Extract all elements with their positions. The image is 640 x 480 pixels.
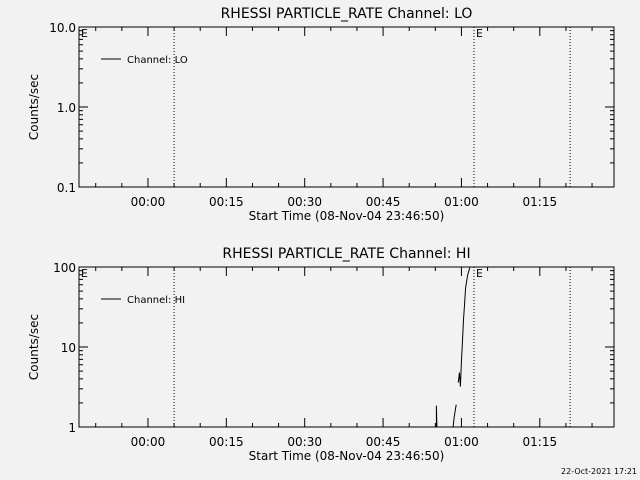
- chart-title-lo: RHESSI PARTICLE_RATE Channel: LO: [221, 6, 473, 22]
- plot-frame-hi: [78, 266, 615, 428]
- series-line-hi: [457, 267, 471, 387]
- x-axis-label-lo: Start Time (08-Nov-04 23:46:50): [249, 209, 445, 223]
- y-tick-label-hi: 1: [68, 421, 76, 435]
- eclipse-marker-hi: E: [476, 267, 483, 280]
- plot-frame-lo: [78, 26, 615, 188]
- y-tick-label-lo: 10.0: [49, 21, 76, 35]
- x-tick-label-lo: 00:00: [131, 195, 166, 209]
- y-axis-label-hi: Counts/sec: [27, 314, 41, 380]
- y-tick-label-hi: 10: [61, 341, 76, 355]
- series-line-hi: [452, 404, 457, 428]
- x-tick-label-hi: 00:15: [209, 435, 244, 449]
- x-tick-label-lo: 01:15: [523, 195, 558, 209]
- y-tick-label-lo: 0.1: [57, 181, 76, 195]
- series-line-hi: [435, 405, 438, 428]
- x-tick-label-hi: 00:45: [366, 435, 401, 449]
- x-tick-label-hi: 00:30: [287, 435, 322, 449]
- legend-label-hi: Channel: HI: [127, 295, 185, 306]
- footer-timestamp: 22-Oct-2021 17:21: [561, 467, 637, 476]
- x-tick-label-hi: 01:15: [523, 435, 558, 449]
- x-tick-label-lo: 00:45: [366, 195, 401, 209]
- y-tick-label-lo: 1.0: [57, 101, 76, 115]
- eclipse-marker-lo: E: [81, 27, 88, 40]
- eclipse-marker-lo: E: [476, 27, 483, 40]
- chart-panel-lo: RHESSI PARTICLE_RATE Channel: LO 0.1 1.0 10…: [27, 6, 615, 223]
- x-tick-label-hi: 01:00: [444, 435, 479, 449]
- x-tick-label-lo: 00:30: [287, 195, 322, 209]
- x-tick-label-lo: 00:15: [209, 195, 244, 209]
- chart-title-hi: RHESSI PARTICLE_RATE Channel: HI: [222, 246, 470, 262]
- x-tick-label-lo: 01:00: [444, 195, 479, 209]
- eclipse-marker-hi: E: [81, 267, 88, 280]
- legend-label-lo: Channel: LO: [127, 55, 188, 66]
- y-axis-label-lo: Counts/sec: [27, 74, 41, 140]
- x-tick-label-hi: 00:00: [131, 435, 166, 449]
- x-axis-label-hi: Start Time (08-Nov-04 23:46:50): [249, 449, 445, 463]
- y-tick-label-hi: 100: [53, 261, 76, 275]
- chart-panel-hi: RHESSI PARTICLE_RATE Channel: HI 1 10 100 00…: [27, 246, 615, 463]
